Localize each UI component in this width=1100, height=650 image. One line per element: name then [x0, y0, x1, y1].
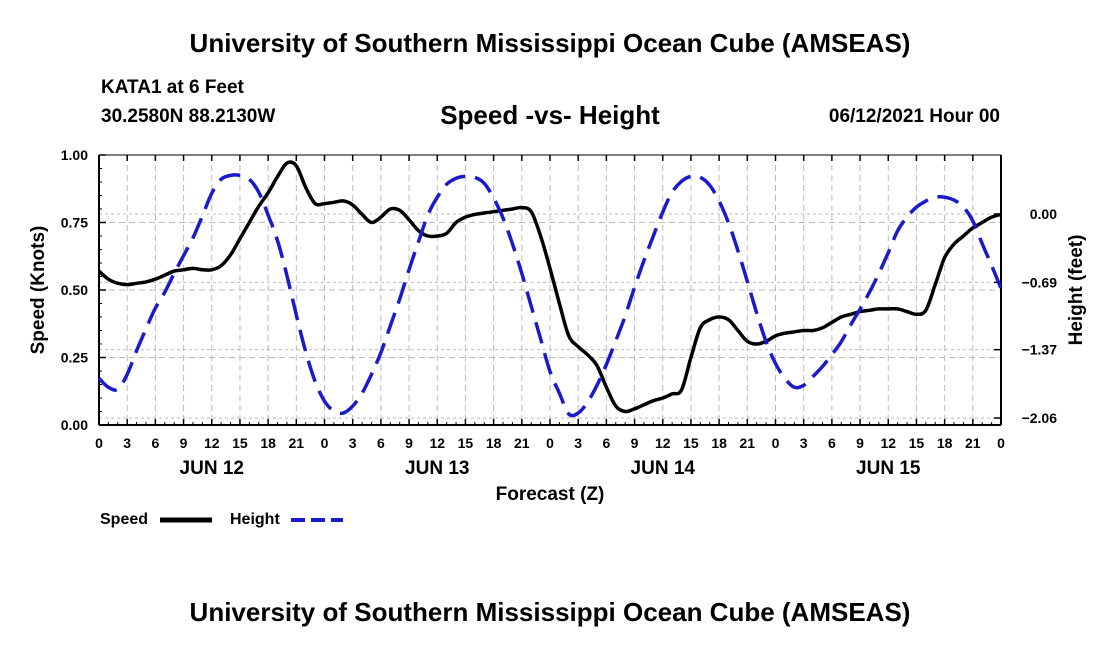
x-day-label: JUN 12 [180, 458, 244, 479]
y2-axis-title: Height (feet) [1066, 235, 1087, 346]
station-coordinates: 30.2580N 88.2130W [101, 106, 276, 127]
x-tick-label: 12 [204, 435, 220, 451]
x-tick-label: 18 [711, 435, 727, 451]
height-series-line [97, 173, 1003, 418]
x-tick-label: 6 [377, 435, 385, 451]
x-tick-label: 0 [95, 435, 103, 451]
x-tick-label: 0 [772, 435, 780, 451]
x-tick-label: 21 [965, 435, 981, 451]
y-tick-label: 0.75 [61, 215, 88, 231]
x-tick-label: 15 [683, 435, 699, 451]
chart-subtitle: Speed -vs- Height [440, 100, 660, 130]
y2-tick-label: −1.37 [1022, 342, 1058, 358]
x-tick-label: 9 [180, 435, 188, 451]
speed-series-line [97, 160, 1002, 414]
chart-header-title: University of Southern Mississippi Ocean… [189, 28, 911, 58]
x-tick-label: 21 [514, 435, 530, 451]
grid-lines [99, 155, 1001, 425]
x-tick-label: 3 [800, 435, 808, 451]
tick-labels: 0 3 6 9 12 15 18 21 0 3 6 9 12 15 18 21 0 3 6 9 12 15 18 21 0 3 6 9… [61, 147, 1057, 479]
station-label: KATA1 at 6 Feet [101, 77, 244, 98]
x-day-label: JUN 13 [405, 458, 469, 479]
x-tick-label: 6 [602, 435, 610, 451]
x-tick-label: 3 [574, 435, 582, 451]
x-tick-label: 18 [260, 435, 276, 451]
x-tick-label: 12 [429, 435, 445, 451]
x-tick-label: 21 [740, 435, 756, 451]
x-tick-label: 12 [880, 435, 896, 451]
x-tick-label: 9 [405, 435, 413, 451]
legend-height-label: Height [230, 511, 280, 528]
x-tick-label: 3 [123, 435, 131, 451]
x-tick-label: 6 [151, 435, 159, 451]
y-tick-label: 0.00 [61, 417, 88, 433]
x-day-label: JUN 14 [631, 458, 696, 479]
x-tick-label: 15 [458, 435, 474, 451]
y-tick-label: 0.25 [61, 350, 88, 366]
legend: Speed Height [100, 511, 343, 528]
forecast-datetime: 06/12/2021 Hour 00 [828, 106, 1000, 127]
x-tick-label: 9 [631, 435, 639, 451]
x-tick-label: 15 [232, 435, 248, 451]
x-axis-title: Forecast (Z) [496, 484, 605, 505]
x-tick-label: 18 [937, 435, 953, 451]
x-tick-label: 0 [546, 435, 554, 451]
y2-tick-label: 0.00 [1030, 206, 1057, 222]
axis-ticks [98, 154, 1002, 426]
x-tick-label: 21 [289, 435, 305, 451]
y-axis-title: Speed (Knots) [28, 226, 49, 355]
x-tick-label: 6 [828, 435, 836, 451]
x-tick-label: 0 [321, 435, 329, 451]
x-tick-label: 18 [486, 435, 502, 451]
data-series [97, 160, 1003, 418]
y2-tick-label: −2.06 [1022, 410, 1058, 426]
chart-footer-title: University of Southern Mississippi Ocean… [189, 597, 911, 627]
y-tick-label: 1.00 [61, 147, 88, 163]
x-tick-label: 3 [349, 435, 357, 451]
x-tick-label: 0 [997, 435, 1005, 451]
y2-tick-label: −0.69 [1022, 274, 1058, 290]
x-tick-label: 12 [655, 435, 671, 451]
x-day-label: JUN 15 [856, 458, 921, 479]
x-tick-label: 15 [909, 435, 925, 451]
legend-speed-label: Speed [100, 511, 148, 528]
x-tick-label: 9 [856, 435, 864, 451]
y-tick-label: 0.50 [61, 282, 88, 298]
